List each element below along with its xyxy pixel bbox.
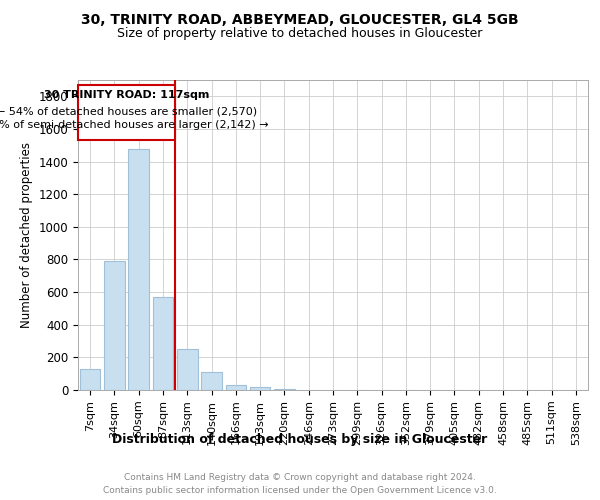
Text: Distribution of detached houses by size in Gloucester: Distribution of detached houses by size … xyxy=(112,432,488,446)
Text: Size of property relative to detached houses in Gloucester: Size of property relative to detached ho… xyxy=(118,28,482,40)
Text: Contains HM Land Registry data © Crown copyright and database right 2024.: Contains HM Land Registry data © Crown c… xyxy=(124,472,476,482)
Text: 30 TRINITY ROAD: 117sqm: 30 TRINITY ROAD: 117sqm xyxy=(44,90,209,100)
Bar xyxy=(177,349,197,390)
Text: ← 54% of detached houses are smaller (2,570): ← 54% of detached houses are smaller (2,… xyxy=(0,106,257,116)
Y-axis label: Number of detached properties: Number of detached properties xyxy=(20,142,33,328)
Text: 45% of semi-detached houses are larger (2,142) →: 45% of semi-detached houses are larger (… xyxy=(0,120,268,130)
Bar xyxy=(104,261,125,390)
Text: Contains public sector information licensed under the Open Government Licence v3: Contains public sector information licen… xyxy=(103,486,497,495)
Bar xyxy=(152,297,173,390)
Bar xyxy=(226,385,246,390)
Bar xyxy=(274,389,295,390)
Text: 30, TRINITY ROAD, ABBEYMEAD, GLOUCESTER, GL4 5GB: 30, TRINITY ROAD, ABBEYMEAD, GLOUCESTER,… xyxy=(81,12,519,26)
Bar xyxy=(80,369,100,390)
Bar xyxy=(250,386,271,390)
Bar xyxy=(201,372,222,390)
FancyBboxPatch shape xyxy=(79,85,175,140)
Bar xyxy=(128,148,149,390)
